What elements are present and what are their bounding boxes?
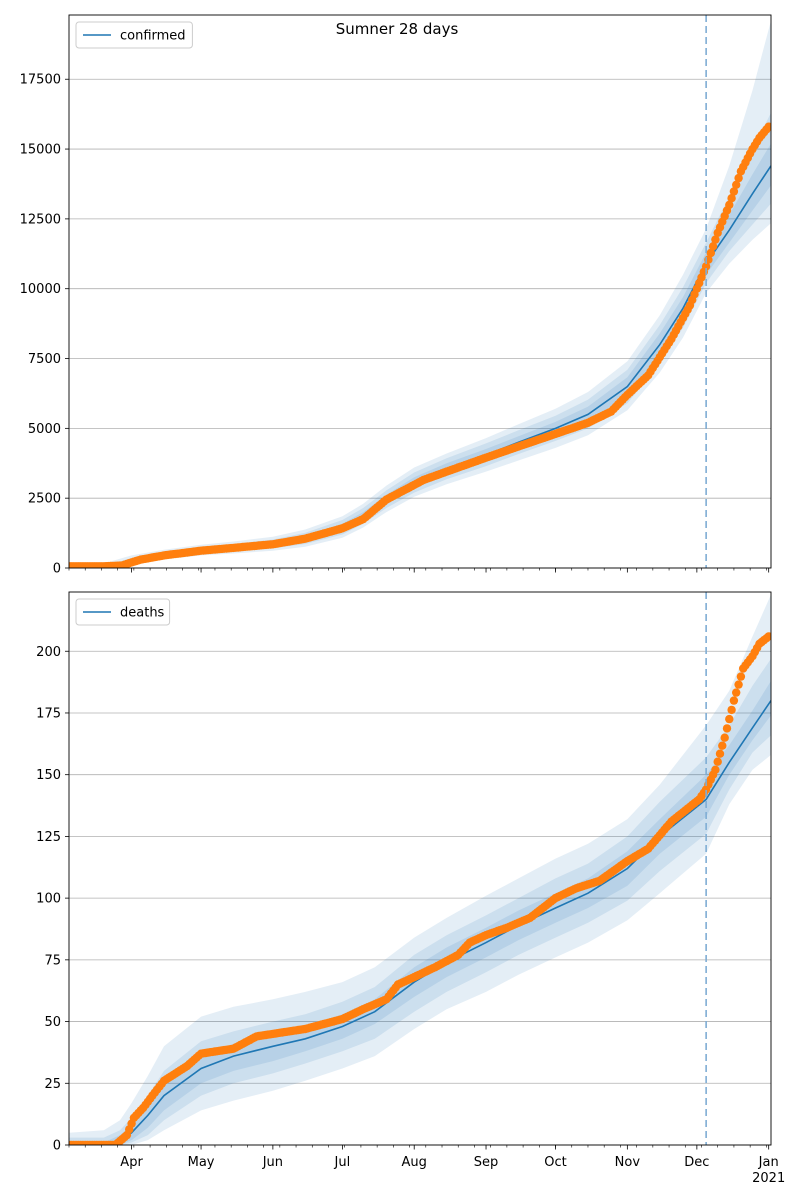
y-tick-label: 15000 xyxy=(20,143,61,158)
y-tick-label: 0 xyxy=(53,562,61,577)
y-tick-label: 75 xyxy=(44,953,61,968)
y-tick-label: 5000 xyxy=(28,422,61,437)
y-tick-label: 100 xyxy=(36,892,61,907)
legend-box xyxy=(75,21,193,49)
observed-point xyxy=(711,235,720,244)
legend-box xyxy=(75,598,171,626)
y-tick-label: 2500 xyxy=(28,492,61,507)
x-tick-label: Oct xyxy=(544,1155,566,1170)
plot-frame xyxy=(68,14,772,569)
observed-point xyxy=(729,696,739,705)
observed-point xyxy=(764,122,771,131)
x-tick-sublabel: 2021 xyxy=(752,1171,785,1186)
legend-label: confirmed xyxy=(120,29,186,44)
y-tick-label: 150 xyxy=(36,768,61,783)
x-tick-label: Jun xyxy=(262,1155,283,1170)
legend: deaths xyxy=(75,598,171,626)
y-tick-label: 17500 xyxy=(20,73,61,88)
y-tick-label: 175 xyxy=(36,706,61,721)
y-tick-label: 10000 xyxy=(20,282,61,297)
observed-point xyxy=(734,173,743,183)
observed-point xyxy=(711,765,720,774)
observed-point xyxy=(720,733,729,742)
y-tick-label: 7500 xyxy=(28,352,61,367)
x-tick-label: Jul xyxy=(334,1155,351,1170)
x-tick-label: Aug xyxy=(402,1155,427,1170)
y-tick-label: 12500 xyxy=(20,212,61,227)
x-tick-label: Nov xyxy=(615,1155,641,1170)
y-tick-label: 0 xyxy=(53,1139,61,1154)
observed-point xyxy=(725,714,734,724)
x-tick-label: Apr xyxy=(120,1155,143,1170)
observed-point xyxy=(725,200,734,210)
x-tick-label: Jan xyxy=(758,1155,779,1170)
uncertainty-band-1 xyxy=(69,594,771,1145)
chart-panel-2: 0 25 50 75 100 125 150 175 200 Apr May Jun Jul Aug Sep… xyxy=(36,591,785,1186)
y-tick-label: 200 xyxy=(36,645,61,660)
observed-point xyxy=(715,749,725,758)
observed-point xyxy=(727,194,736,203)
x-tick-label: May xyxy=(188,1155,215,1170)
legend-label: deaths xyxy=(120,606,165,621)
x-tick-label: Sep xyxy=(474,1155,499,1170)
observed-point xyxy=(732,688,741,697)
y-tick-label: 50 xyxy=(44,1015,61,1030)
observed-point xyxy=(732,180,741,189)
legend: confirmed xyxy=(75,21,193,49)
y-tick-label: 25 xyxy=(44,1077,61,1092)
model-line-confirmed xyxy=(69,165,771,568)
observed-point xyxy=(701,262,711,271)
observed-point xyxy=(713,757,722,766)
plot-frame xyxy=(68,591,772,1146)
plot-area xyxy=(69,594,771,1145)
y-tick-label: 125 xyxy=(36,830,61,845)
plot-area xyxy=(69,20,771,568)
observed-point xyxy=(722,724,732,733)
observed-point xyxy=(734,680,743,689)
observed-point xyxy=(729,187,739,196)
x-tick-label: Dec xyxy=(684,1155,709,1170)
observed-point xyxy=(718,741,727,750)
figure-title: Sumner 28 days xyxy=(335,20,459,38)
observed-point xyxy=(706,248,715,258)
observed-point xyxy=(727,705,736,715)
observed-point xyxy=(764,632,771,641)
observed-point xyxy=(708,242,718,251)
chart-panel-1: 0 2500 5000 7500 10000 12500 15000 17500 confirm… xyxy=(20,14,772,577)
uncertainty-band-2 xyxy=(69,112,771,568)
observed-point xyxy=(736,672,746,681)
